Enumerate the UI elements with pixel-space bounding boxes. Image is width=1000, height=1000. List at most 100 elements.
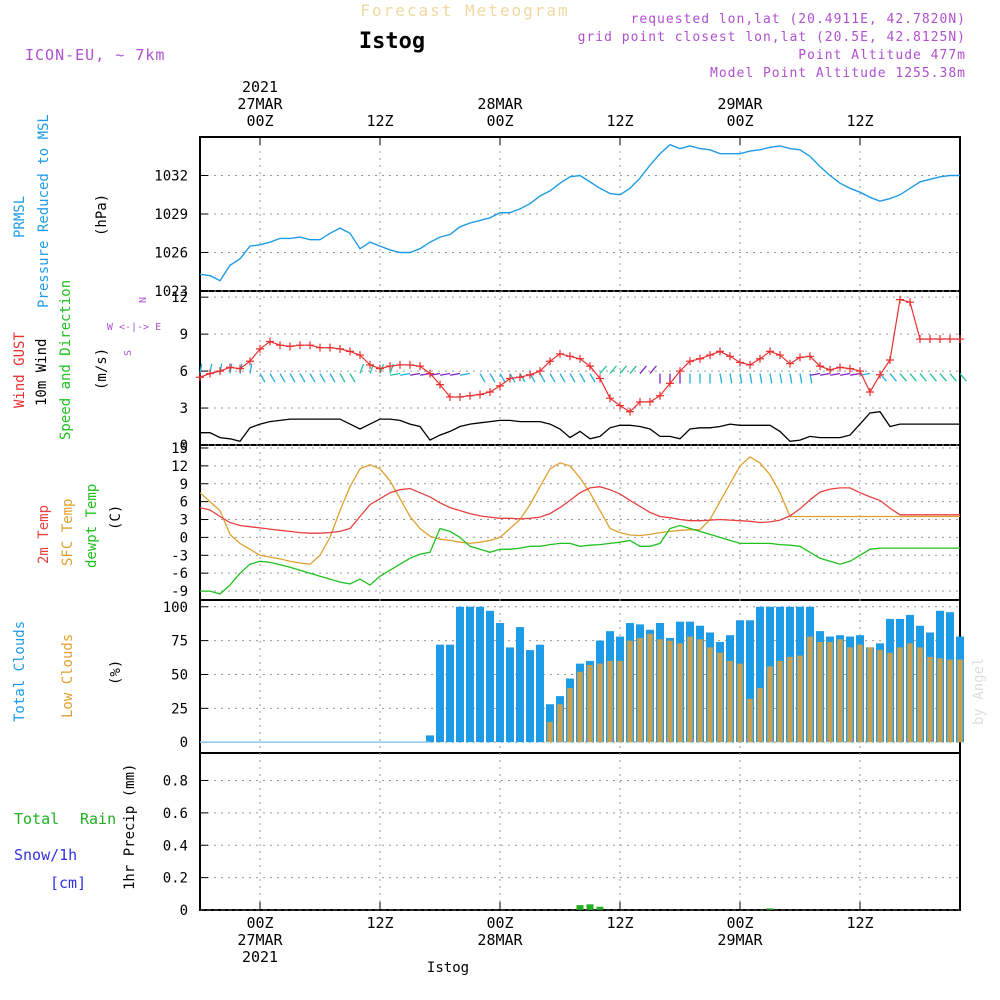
time-label-bottom: 12Z xyxy=(846,914,873,932)
low-cloud-bar xyxy=(577,671,583,743)
time-label-bottom: 00Z xyxy=(486,914,513,932)
low-cloud-bar xyxy=(877,650,883,743)
rain-bar xyxy=(576,905,584,910)
tick-label: 0.6 xyxy=(163,806,188,822)
pressure-label-units: (hPa) xyxy=(94,194,110,236)
tick-label: 1029 xyxy=(154,207,188,223)
low-cloud-bar xyxy=(657,639,663,743)
gust-marker xyxy=(516,373,524,382)
temp-label-sfc: SFC Temp xyxy=(60,499,76,566)
time-label-top: 00Z xyxy=(486,112,513,130)
tick-label: 6 xyxy=(180,495,188,511)
tick-label: 3 xyxy=(180,513,188,529)
gust-marker xyxy=(926,335,934,344)
grid-lines xyxy=(259,137,861,910)
clouds-label-low: Low Clouds xyxy=(60,634,76,718)
sfc-temp-series-line xyxy=(199,456,960,565)
tick-label: 0.8 xyxy=(163,774,188,790)
gust-marker xyxy=(286,342,294,351)
wind-arrow xyxy=(799,373,803,384)
gust-marker xyxy=(506,374,514,383)
2m-temp-series-line xyxy=(199,486,960,534)
gust-marker xyxy=(816,362,824,371)
gust-marker xyxy=(606,394,614,403)
low-cloud-bar xyxy=(767,666,773,743)
total-cloud-bar xyxy=(536,644,544,743)
low-cloud-bar xyxy=(757,688,763,743)
total-cloud-bar xyxy=(756,606,764,743)
wind-arrow xyxy=(899,373,907,382)
gust-marker xyxy=(876,370,884,379)
wind-arrow xyxy=(390,372,401,376)
time-label-bottom: 12Z xyxy=(606,914,633,932)
low-cloud-bar xyxy=(627,640,633,743)
wind-arrow xyxy=(789,373,793,384)
total-cloud-bar xyxy=(496,623,504,743)
wind-arrow xyxy=(779,373,783,384)
gust-marker xyxy=(306,341,314,350)
gust-marker xyxy=(916,335,924,344)
low-cloud-bar xyxy=(587,664,593,743)
precip-label-axis: 1hr Precip (mm) xyxy=(122,764,138,890)
gust-marker xyxy=(766,347,774,356)
wind-arrow xyxy=(549,373,556,383)
rain-bar xyxy=(596,906,604,910)
time-label-bottom: 27MAR xyxy=(237,931,283,949)
wind-arrow xyxy=(199,363,203,374)
gust-marker xyxy=(846,364,854,373)
bottom-location: Istog xyxy=(427,960,469,976)
wind-arrow xyxy=(309,373,316,383)
temp-label-2m: 2m Temp xyxy=(36,505,52,564)
total-cloud-bar xyxy=(526,650,534,743)
gust-marker xyxy=(686,357,694,366)
low-cloud-bar xyxy=(927,656,933,743)
wind-arrow xyxy=(539,373,546,383)
wind-series-line xyxy=(200,411,960,443)
gust-marker xyxy=(576,354,584,363)
gust-marker xyxy=(426,369,434,378)
wind-arrow xyxy=(359,363,365,374)
low-cloud-bar xyxy=(937,658,943,743)
low-cloud-bar xyxy=(887,652,893,743)
wind-arrow xyxy=(739,373,743,384)
gust-marker xyxy=(326,343,334,352)
info-line-2: grid point closest lon,lat (20.5E, 42.81… xyxy=(578,30,966,45)
low-cloud-bar xyxy=(827,641,833,743)
gust-marker xyxy=(936,335,944,344)
wind-arrow xyxy=(889,373,897,382)
wind-arrow xyxy=(319,373,326,383)
gust-marker xyxy=(486,388,494,397)
gust-marker xyxy=(226,363,234,372)
low-cloud-bar xyxy=(547,721,553,743)
pressure-panel: PRMSL Pressure Reduced to MSL (hPa) 1023… xyxy=(12,114,960,308)
gust-marker xyxy=(196,373,204,382)
gust-marker xyxy=(476,390,484,399)
total-cloud-bar xyxy=(746,620,754,743)
tick-label: 50 xyxy=(171,667,188,683)
temp-frame xyxy=(199,444,961,601)
wind-label-10m: 10m Wind xyxy=(34,339,50,406)
precip-frame xyxy=(199,752,961,911)
tick-label: 1026 xyxy=(154,246,188,262)
wind-panel: Wind GUST 10m Wind Speed and Direction (… xyxy=(12,280,967,454)
total-cloud-bar xyxy=(486,610,494,743)
low-cloud-bar xyxy=(837,639,843,743)
wind-arrow xyxy=(629,365,637,374)
tick-label: 9 xyxy=(180,477,188,493)
temp-panel: 2m Temp SFC Temp dewpt Temp (C) -9-6-303… xyxy=(36,441,960,600)
wind-arrow xyxy=(400,372,411,376)
gust-marker xyxy=(646,397,654,406)
wind-arrow xyxy=(749,373,753,384)
wind-arrow xyxy=(329,373,336,383)
time-label-bottom: 12Z xyxy=(366,914,393,932)
low-cloud-bar xyxy=(747,698,753,743)
tick-label: 75 xyxy=(171,634,188,650)
gust-marker xyxy=(656,391,664,400)
gust-marker xyxy=(236,364,244,373)
gust-marker xyxy=(806,352,814,361)
tick-label: 3 xyxy=(180,401,188,417)
gust-marker xyxy=(406,360,414,369)
gust-marker xyxy=(256,344,264,353)
gust-marker xyxy=(266,337,274,346)
tick-label: 15 xyxy=(171,441,188,457)
